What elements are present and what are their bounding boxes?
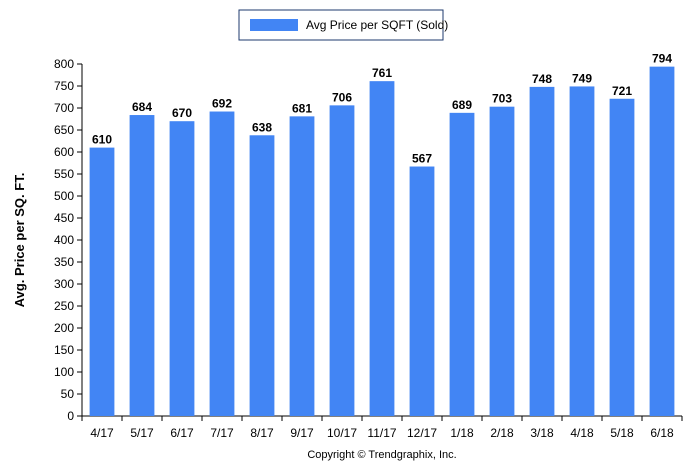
bar-4-18 bbox=[569, 86, 595, 416]
y-tick-label: 450 bbox=[54, 211, 74, 225]
y-axis-label: Avg. Price per SQ. FT. bbox=[12, 173, 27, 308]
x-tick-label: 4/18 bbox=[570, 426, 594, 440]
data-label: 684 bbox=[132, 100, 152, 114]
bar-10-17 bbox=[329, 105, 355, 417]
data-label: 706 bbox=[332, 90, 352, 104]
x-ticks: 4/17 5/17 6/17 7/17 8/17 9/17 10/17 11/17 12/17 1… bbox=[81, 416, 683, 440]
x-tick-label: 10/17 bbox=[327, 426, 357, 440]
y-tick-label: 100 bbox=[54, 365, 74, 379]
y-tick-label: 300 bbox=[54, 277, 74, 291]
y-tick-label: 150 bbox=[54, 343, 74, 357]
bar-7-17 bbox=[209, 111, 235, 417]
copyright-text: Copyright © Trendgraphix, Inc. bbox=[307, 449, 456, 461]
y-tick-label: 0 bbox=[67, 409, 74, 423]
y-ticks: 0 50 100 150 200 250 300 350 400 450 500 550 600 650 7… bbox=[54, 57, 82, 423]
data-label: 748 bbox=[532, 72, 552, 86]
x-tick-label: 5/18 bbox=[610, 426, 634, 440]
bar-11-17 bbox=[369, 81, 395, 416]
y-tick-label: 250 bbox=[54, 299, 74, 313]
bar-5-17 bbox=[129, 115, 155, 416]
bar-5-18 bbox=[609, 98, 635, 416]
bar-9-17 bbox=[289, 116, 315, 417]
y-tick-label: 800 bbox=[54, 57, 74, 71]
y-tick-label: 400 bbox=[54, 233, 74, 247]
data-label: 703 bbox=[492, 92, 512, 106]
data-label: 749 bbox=[572, 71, 592, 85]
bar-12-17 bbox=[409, 166, 435, 416]
data-label: 670 bbox=[172, 106, 192, 120]
y-tick-label: 350 bbox=[54, 255, 74, 269]
data-label: 794 bbox=[652, 52, 672, 66]
bars: 610 684 670 692 638 681 706 761 567 689 703 748 749 7… bbox=[89, 52, 675, 417]
bar-3-18 bbox=[529, 86, 555, 416]
bar-1-18 bbox=[449, 112, 475, 416]
data-label: 692 bbox=[212, 97, 232, 111]
x-tick-label: 12/17 bbox=[407, 426, 437, 440]
data-label: 689 bbox=[452, 98, 472, 112]
y-tick-label: 500 bbox=[54, 189, 74, 203]
x-tick-label: 6/18 bbox=[650, 426, 674, 440]
bar-6-17 bbox=[169, 121, 195, 416]
legend: Avg Price per SQFT (Sold) bbox=[238, 9, 448, 41]
data-label: 638 bbox=[252, 120, 272, 134]
data-label: 567 bbox=[412, 152, 432, 166]
bar-8-17 bbox=[249, 135, 275, 416]
x-tick-label: 8/17 bbox=[250, 426, 274, 440]
y-tick-label: 700 bbox=[54, 101, 74, 115]
legend-label: Avg Price per SQFT (Sold) bbox=[306, 18, 448, 32]
x-tick-label: 2/18 bbox=[490, 426, 514, 440]
data-label: 610 bbox=[92, 133, 112, 147]
x-tick-label: 3/18 bbox=[530, 426, 554, 440]
x-tick-label: 5/17 bbox=[130, 426, 154, 440]
legend-swatch bbox=[250, 19, 298, 31]
bar-4-17 bbox=[89, 147, 115, 416]
x-tick-label: 4/17 bbox=[90, 426, 114, 440]
y-tick-label: 550 bbox=[54, 167, 74, 181]
bar-6-18 bbox=[649, 66, 675, 416]
x-tick-label: 6/17 bbox=[170, 426, 194, 440]
y-tick-label: 50 bbox=[61, 387, 75, 401]
y-tick-label: 200 bbox=[54, 321, 74, 335]
data-label: 721 bbox=[612, 84, 632, 98]
bar-2-18 bbox=[489, 106, 515, 417]
x-tick-label: 1/18 bbox=[450, 426, 474, 440]
x-tick-label: 9/17 bbox=[290, 426, 314, 440]
x-tick-label: 11/17 bbox=[367, 426, 396, 440]
data-label: 681 bbox=[292, 101, 312, 115]
y-tick-label: 600 bbox=[54, 145, 74, 159]
y-tick-label: 650 bbox=[54, 123, 74, 137]
x-tick-label: 7/17 bbox=[210, 426, 234, 440]
y-tick-label: 750 bbox=[54, 79, 74, 93]
data-label: 761 bbox=[372, 66, 392, 80]
